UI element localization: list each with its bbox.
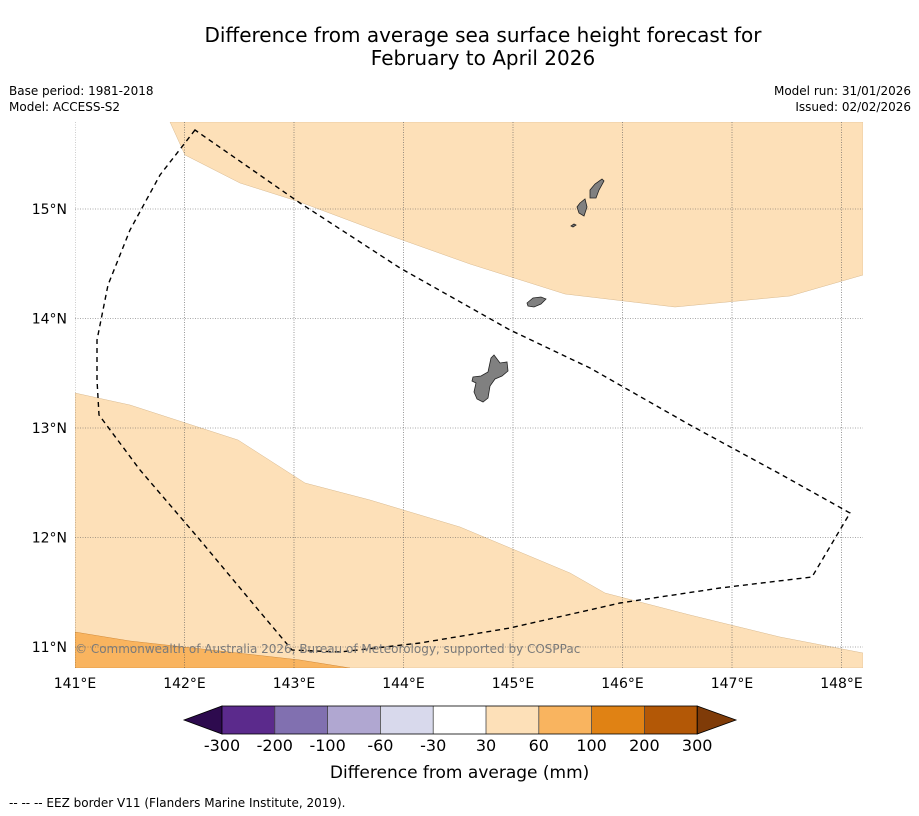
island-aguijan bbox=[570, 223, 577, 228]
colorbar-bin-100-200 bbox=[591, 706, 645, 734]
colorbar-tick-300: 300 bbox=[682, 736, 713, 755]
lon-label-143e: 143°E bbox=[273, 676, 316, 692]
eez-border bbox=[96, 129, 851, 653]
model-text: Model: ACCESS-S2 bbox=[9, 100, 121, 114]
base-period-text: Base period: 1981-2018 bbox=[9, 84, 154, 98]
lat-label-11n: 11°N bbox=[32, 640, 67, 656]
anomaly-region-30-60-north bbox=[169, 122, 863, 308]
anomaly-region-60-100 bbox=[75, 631, 351, 668]
colorbar-tick-minus30: -30 bbox=[420, 736, 446, 755]
island-saipan bbox=[589, 178, 605, 199]
colorbar-bin-200-300 bbox=[644, 706, 698, 734]
lon-label-142e: 142°E bbox=[163, 676, 206, 692]
colorbar-frame bbox=[221, 705, 698, 735]
colorbar-title: Difference from average (mm) bbox=[330, 763, 589, 783]
colorbar-bin-minus100-minus60 bbox=[327, 706, 381, 734]
colorbar-bin-minus30-30 bbox=[433, 706, 486, 734]
island-guam bbox=[471, 354, 509, 403]
lon-label-145e: 145°E bbox=[492, 676, 535, 692]
colorbar-tick-200: 200 bbox=[629, 736, 660, 755]
colorbar-tick-minus200: -200 bbox=[257, 736, 293, 755]
lon-label-141e: 141°E bbox=[54, 676, 97, 692]
latitude-labels: 15°N 14°N 13°N 12°N 11°N bbox=[32, 202, 67, 656]
colorbar-bin-minus300-minus200 bbox=[222, 706, 275, 734]
colorbar-tick-100: 100 bbox=[576, 736, 607, 755]
lon-label-148e: 148°E bbox=[820, 676, 863, 692]
gridlines bbox=[75, 122, 863, 668]
lat-label-13n: 13°N bbox=[32, 421, 67, 437]
colorbar-bin-minus60-minus30 bbox=[380, 706, 434, 734]
lon-label-144e: 144°E bbox=[382, 676, 425, 692]
lat-label-14n: 14°N bbox=[32, 312, 67, 328]
colorbar-bin-60-100 bbox=[538, 706, 592, 734]
issued-text: Issued: 02/02/2026 bbox=[795, 100, 911, 114]
anomaly-region-30-60-south bbox=[75, 392, 863, 668]
eez-legend-text: -- -- -- EEZ border V11 (Flanders Marine… bbox=[9, 796, 346, 810]
chart-title-line2: February to April 2026 bbox=[370, 46, 596, 70]
colorbar-dividers bbox=[274, 706, 645, 734]
colorbar-tick-minus300: -300 bbox=[204, 736, 240, 755]
colorbar: -300 -200 -100 -60 -30 30 60 100 200 300… bbox=[182, 705, 738, 783]
lat-label-12n: 12°N bbox=[32, 531, 67, 547]
colorbar-under-arrow bbox=[182, 705, 223, 735]
colorbar-bin-30-60 bbox=[486, 706, 539, 734]
chart-title-line1: Difference from average sea surface heig… bbox=[204, 23, 762, 47]
colorbar-tick-60: 60 bbox=[529, 736, 549, 755]
longitude-labels: 141°E 142°E 143°E 144°E 145°E 146°E 147°… bbox=[54, 676, 863, 692]
lon-label-146e: 146°E bbox=[601, 676, 644, 692]
lon-label-147e: 147°E bbox=[711, 676, 754, 692]
copyright-text: © Commonwealth of Australia 2026, Bureau… bbox=[75, 642, 580, 656]
colorbar-tick-minus60: -60 bbox=[367, 736, 393, 755]
model-run-text: Model run: 31/01/2026 bbox=[773, 84, 911, 98]
colorbar-tick-minus100: -100 bbox=[309, 736, 345, 755]
lat-label-15n: 15°N bbox=[32, 202, 67, 218]
map-area: © Commonwealth of Australia 2026, Bureau… bbox=[75, 122, 863, 668]
colorbar-bin-minus200-minus100 bbox=[274, 706, 328, 734]
island-rota bbox=[526, 296, 547, 308]
colorbar-over-arrow bbox=[696, 705, 738, 735]
island-tinian bbox=[576, 198, 588, 217]
colorbar-tick-30: 30 bbox=[476, 736, 496, 755]
